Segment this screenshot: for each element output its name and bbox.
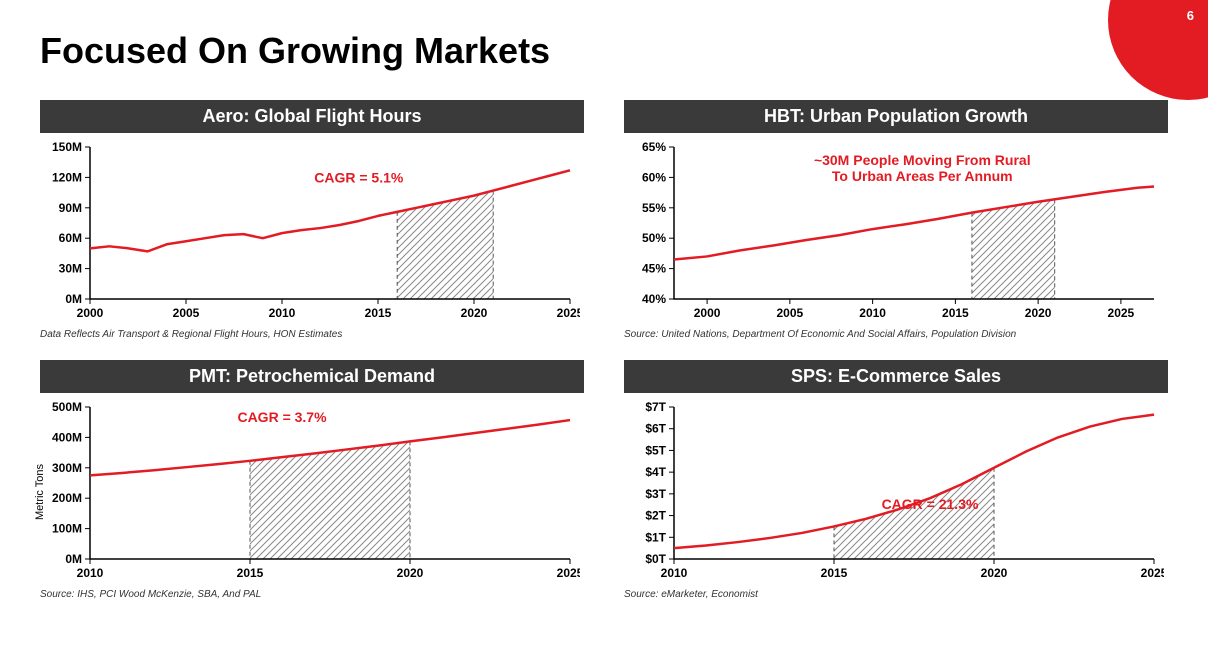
svg-text:2000: 2000: [77, 306, 104, 320]
svg-text:2025: 2025: [557, 306, 580, 320]
svg-text:100M: 100M: [52, 522, 82, 536]
svg-text:200M: 200M: [52, 491, 82, 505]
svg-text:45%: 45%: [642, 262, 666, 276]
chart-pmt-title: PMT: Petrochemical Demand: [40, 360, 584, 393]
svg-text:150M: 150M: [52, 140, 82, 154]
svg-text:500M: 500M: [52, 400, 82, 414]
svg-text:$7T: $7T: [645, 400, 666, 414]
chart-aero-title: Aero: Global Flight Hours: [40, 100, 584, 133]
svg-text:40%: 40%: [642, 292, 666, 306]
svg-text:$5T: $5T: [645, 443, 666, 457]
chart-pmt-plot: Metric Tons 0M100M200M300M400M500M201020…: [40, 397, 584, 587]
svg-text:2025: 2025: [557, 566, 580, 580]
svg-text:2010: 2010: [661, 566, 688, 580]
svg-text:90M: 90M: [59, 201, 82, 215]
svg-text:2020: 2020: [1025, 306, 1052, 320]
svg-text:2005: 2005: [173, 306, 200, 320]
svg-text:300M: 300M: [52, 461, 82, 475]
chart-hbt-plot: 40% 45% 50% 55% 60% 65% 2000 2005 2010 2015 2020 20…: [624, 137, 1168, 327]
chart-aero-source: Data Reflects Air Transport & Regional F…: [40, 329, 584, 340]
chart-aero: Aero: Global Flight Hours 0M 30M 60M 90M 120…: [40, 100, 584, 340]
chart-sps: SPS: E-Commerce Sales $0T $1T $2T $3T $4T $5T…: [624, 360, 1168, 600]
chart-annotation: CAGR = 5.1%: [314, 169, 404, 185]
chart-pmt-source: Source: IHS, PCI Wood McKenzie, SBA, And…: [40, 589, 584, 600]
chart-svg: 0M 100M 200M 300M 400M 500M 2010 2015 2020 2025 CA…: [40, 397, 580, 587]
svg-text:2020: 2020: [397, 566, 424, 580]
page-number: 6: [1187, 8, 1194, 23]
svg-text:$2T: $2T: [645, 509, 666, 523]
svg-text:2015: 2015: [237, 566, 264, 580]
svg-text:2015: 2015: [942, 306, 969, 320]
svg-text:2015: 2015: [365, 306, 392, 320]
svg-text:50%: 50%: [642, 231, 666, 245]
svg-text:$0T: $0T: [645, 552, 666, 566]
chart-annotation: CAGR = 3.7%: [237, 409, 327, 425]
chart-svg: 40% 45% 50% 55% 60% 65% 2000 2005 2010 2015 2020 20…: [624, 137, 1164, 327]
svg-text:2015: 2015: [821, 566, 848, 580]
chart-annotation: CAGR = 21.3%: [882, 496, 979, 512]
chart-annotation: ~30M People Moving From Rural: [814, 152, 1031, 168]
svg-text:2020: 2020: [981, 566, 1008, 580]
svg-text:30M: 30M: [59, 262, 82, 276]
chart-svg: 0M 30M 60M 90M 120M 150M 2000 2005 2010 2015 2020 2…: [40, 137, 580, 327]
svg-text:2010: 2010: [859, 306, 886, 320]
chart-svg: $0T $1T $2T $3T $4T $5T $6T $7T 2010 2015 2020 2025…: [624, 397, 1164, 587]
svg-text:120M: 120M: [52, 170, 82, 184]
svg-text:2010: 2010: [269, 306, 296, 320]
chart-grid: Aero: Global Flight Hours 0M 30M 60M 90M 120…: [40, 100, 1168, 600]
chart-hbt-title: HBT: Urban Population Growth: [624, 100, 1168, 133]
chart-hbt: HBT: Urban Population Growth 40% 45% 50% 55…: [624, 100, 1168, 340]
svg-text:2025: 2025: [1141, 566, 1164, 580]
svg-text:2020: 2020: [461, 306, 488, 320]
svg-text:2005: 2005: [777, 306, 804, 320]
svg-text:0M: 0M: [65, 552, 82, 566]
chart-sps-source: Source: eMarketer, Economist: [624, 589, 1168, 600]
svg-text:$3T: $3T: [645, 487, 666, 501]
chart-aero-plot: 0M 30M 60M 90M 120M 150M 2000 2005 2010 2015 2020 2…: [40, 137, 584, 327]
svg-text:2000: 2000: [694, 306, 721, 320]
svg-text:55%: 55%: [642, 201, 666, 215]
chart-sps-plot: $0T $1T $2T $3T $4T $5T $6T $7T 2010 2015 2020 2025…: [624, 397, 1168, 587]
chart-sps-title: SPS: E-Commerce Sales: [624, 360, 1168, 393]
svg-text:2025: 2025: [1108, 306, 1135, 320]
svg-text:65%: 65%: [642, 140, 666, 154]
svg-text:2010: 2010: [77, 566, 104, 580]
slide-title: Focused On Growing Markets: [40, 30, 550, 72]
chart-hbt-source: Source: United Nations, Department Of Ec…: [624, 329, 1168, 340]
svg-text:60%: 60%: [642, 170, 666, 184]
svg-text:$4T: $4T: [645, 465, 666, 479]
svg-text:60M: 60M: [59, 231, 82, 245]
svg-text:0M: 0M: [65, 292, 82, 306]
svg-text:$6T: $6T: [645, 422, 666, 436]
chart-pmt: PMT: Petrochemical Demand Metric Tons 0M…: [40, 360, 584, 600]
chart-annotation: To Urban Areas Per Annum: [832, 168, 1013, 184]
svg-text:$1T: $1T: [645, 530, 666, 544]
svg-text:400M: 400M: [52, 430, 82, 444]
